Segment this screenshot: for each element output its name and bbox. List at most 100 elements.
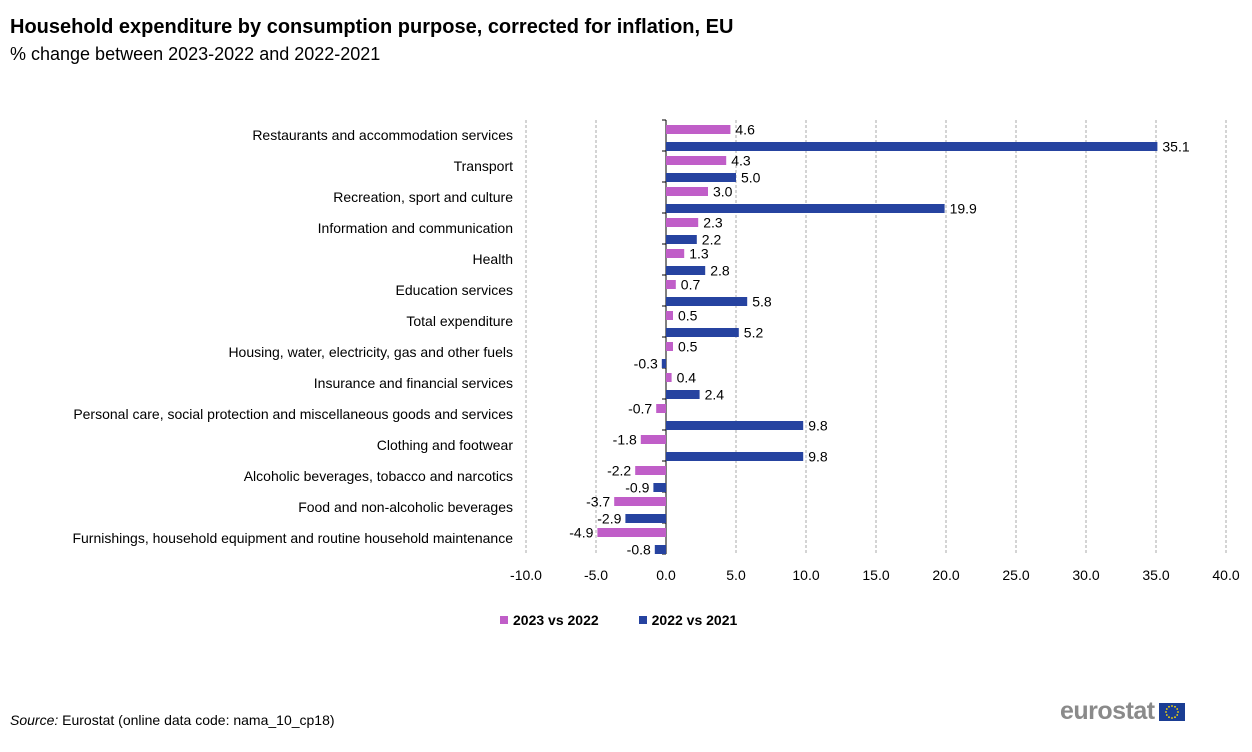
bar [666,342,673,351]
bar [666,452,804,461]
bar [666,156,727,165]
data-label: 0.5 [678,308,698,324]
category-label: Alcoholic beverages, tobacco and narcoti… [244,468,513,484]
eu-flag-star [1164,710,1167,713]
x-tick-label: 40.0 [1212,567,1239,583]
category-label: Insurance and financial services [314,375,513,391]
bar [666,204,945,213]
category-label: Total expenditure [406,313,513,329]
data-label: -1.8 [613,432,637,448]
data-label: 2.3 [703,215,723,231]
bar [666,390,700,399]
data-label: 2.2 [702,232,722,248]
data-label: 3.0 [713,184,733,200]
legend-swatch-2023 [500,616,508,624]
x-tick-label: 10.0 [792,567,819,583]
data-label: 19.9 [950,201,977,217]
data-label: -0.3 [634,356,658,372]
x-tick-label: 30.0 [1072,567,1099,583]
chart-legend: 2023 vs 2022 2022 vs 2021 [500,612,737,628]
data-label: -3.7 [586,494,610,510]
bar [666,280,676,289]
source-note: Source: Eurostat (online data code: nama… [10,712,335,728]
data-label: 1.3 [689,246,709,262]
bar [666,266,706,275]
data-label: 2.8 [710,263,730,279]
bar [597,528,666,537]
eu-flag-star [1170,704,1173,707]
eurostat-logo: eurostat [1060,697,1185,726]
bar [666,421,804,430]
source-text: Eurostat (online data code: nama_10_cp18… [58,712,335,728]
data-label: -2.9 [597,511,621,527]
bar [656,404,666,413]
bar [654,545,666,554]
data-label: 35.1 [1162,139,1189,155]
data-label: -0.8 [627,542,651,558]
legend-swatch-2022 [638,616,647,624]
x-tick-label: 35.0 [1142,567,1169,583]
category-label: Information and communication [318,220,513,236]
data-label: 0.5 [678,339,698,355]
data-label: -2.2 [607,463,631,479]
eu-flag-star [1170,716,1173,719]
data-label: 0.4 [677,370,697,386]
x-tick-label: 5.0 [726,567,746,583]
bar [625,514,666,523]
bar [653,483,666,492]
eu-flag-stars [1164,704,1179,719]
eu-flag-star [1167,715,1170,718]
bar [666,218,699,227]
bar [666,142,1158,151]
data-label: 4.3 [731,153,751,169]
bar [666,373,672,382]
data-label: 5.8 [752,294,772,310]
bar [666,249,685,258]
category-label: Food and non-alcoholic beverages [298,499,513,515]
source-label: Source: [10,712,59,728]
bar [614,497,666,506]
data-label: 5.0 [741,170,761,186]
data-label: -0.7 [628,401,652,417]
bar [661,359,666,368]
category-label: Health [473,251,513,267]
x-tick-label: 0.0 [656,567,676,583]
category-label: Education services [395,282,513,298]
eu-flag-star [1176,710,1179,713]
bar [666,173,736,182]
x-tick-label: -5.0 [584,567,608,583]
category-label: Housing, water, electricity, gas and oth… [228,344,513,360]
chart-title: Household expenditure by consumption pur… [10,16,734,38]
category-label: Personal care, social protection and mis… [73,406,513,422]
bar [666,328,739,337]
category-label: Clothing and footwear [377,437,514,453]
data-label: 5.2 [744,325,764,341]
bar [666,297,748,306]
category-label: Restaurants and accommodation services [252,127,513,143]
eu-flag-star [1165,707,1168,710]
legend-item-2023: 2023 vs 2022 [500,612,599,628]
bar [666,311,673,320]
eu-flag-star [1173,705,1176,708]
eu-flag-star [1175,707,1178,710]
eu-flag-star [1167,705,1170,708]
data-label: 0.7 [681,277,701,293]
bar [666,187,708,196]
x-tick-label: -10.0 [510,567,542,583]
legend-label-2022: 2022 vs 2021 [651,612,738,628]
category-label: Furnishings, household equipment and rou… [72,530,513,546]
eu-flag-star [1173,715,1176,718]
data-label: -0.9 [625,480,649,496]
chart-subtitle: % change between 2023-2022 and 2022-2021 [10,44,381,64]
eu-flag-icon [1158,702,1185,721]
data-label: 2.4 [705,387,725,403]
eu-flag-star [1165,713,1168,716]
data-label: 9.8 [808,449,828,465]
category-label: Transport [454,158,514,174]
x-tick-label: 25.0 [1002,567,1029,583]
legend-item-2022: 2022 vs 2021 [638,612,738,628]
data-label: 9.8 [808,418,828,434]
bar [666,125,731,134]
data-label: 4.6 [735,122,755,138]
x-tick-label: 20.0 [932,567,959,583]
